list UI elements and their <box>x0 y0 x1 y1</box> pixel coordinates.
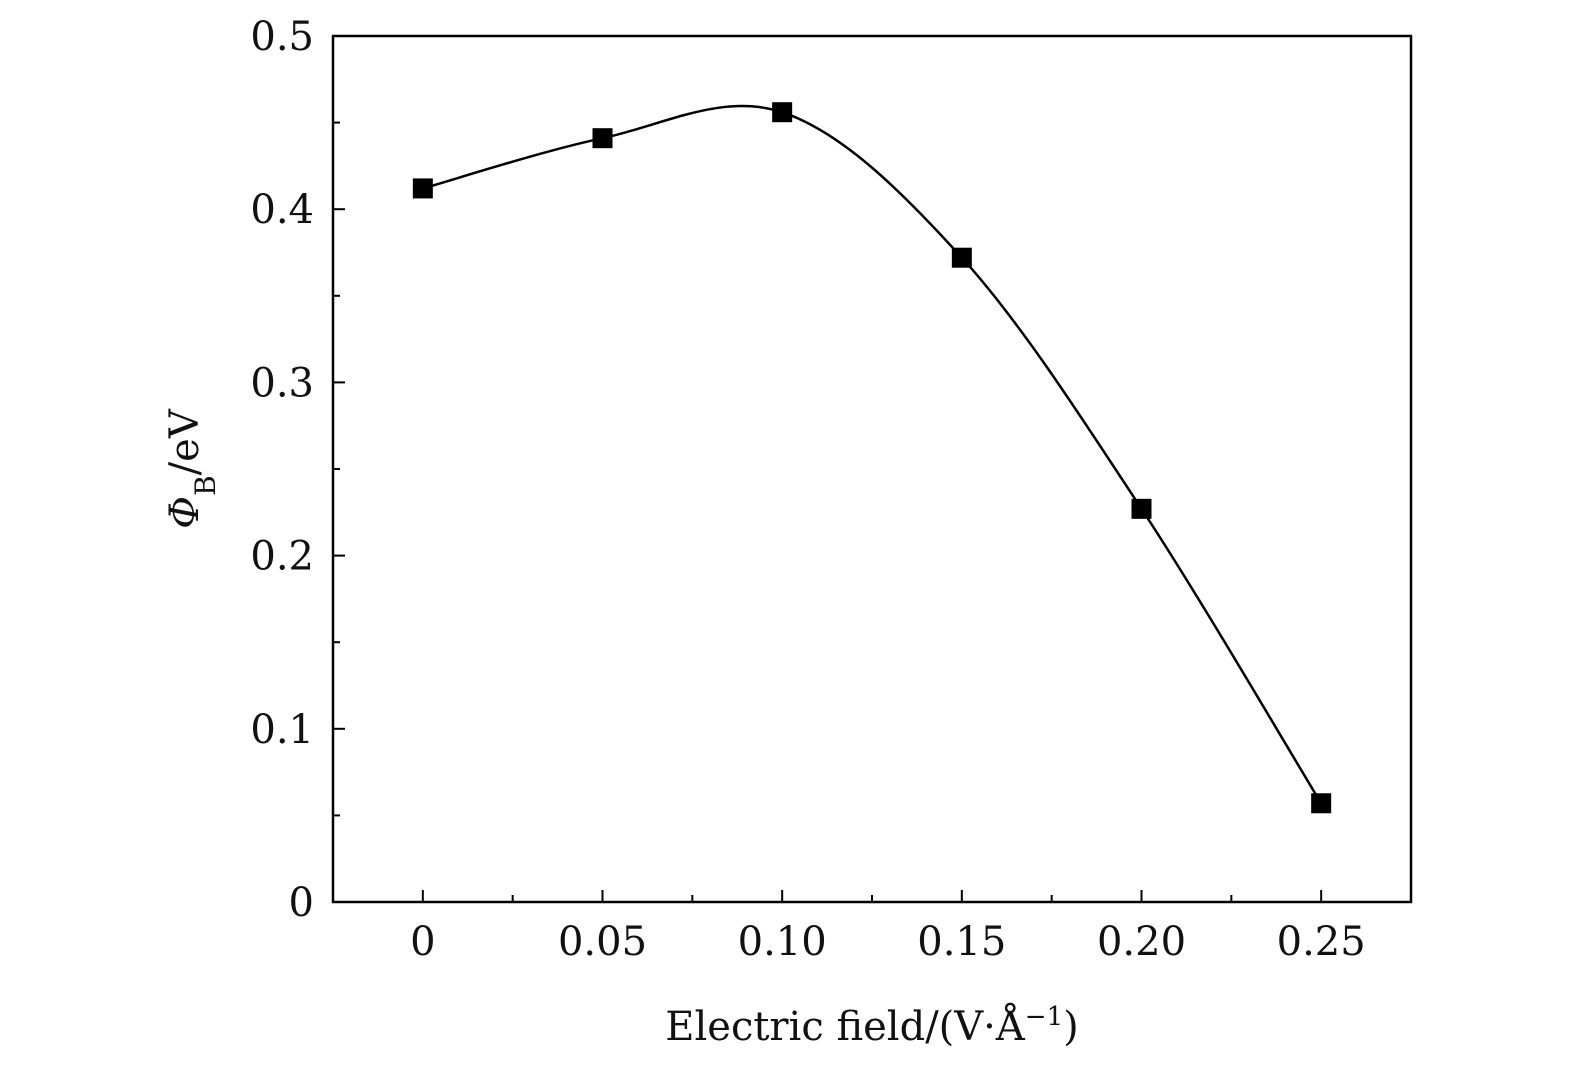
data-point <box>412 178 433 199</box>
x-tick-label: 0 <box>410 919 435 965</box>
y-tick-label: 0.3 <box>250 360 314 406</box>
x-axis-title: Electric field/(V·Å−1) <box>665 1002 1078 1050</box>
y-tick-label: 0.2 <box>250 534 314 580</box>
data-point <box>1311 793 1332 814</box>
series-line <box>422 104 1323 804</box>
data-point <box>592 128 613 149</box>
y-tick-label: 0 <box>289 880 314 926</box>
y-tick-label: 0.1 <box>250 707 314 753</box>
y-tick-label: 0.4 <box>250 187 314 233</box>
x-tick-label: 0.15 <box>917 919 1006 965</box>
data-point <box>1131 498 1152 519</box>
y-axis-title: ΦB/eV <box>162 408 222 529</box>
x-tick-label: 0.20 <box>1097 919 1186 965</box>
data-point <box>772 102 793 123</box>
x-tick-label: 0.05 <box>558 919 647 965</box>
data-point <box>951 247 972 268</box>
y-tick-label: 0.5 <box>250 14 314 60</box>
x-tick-label: 0.10 <box>738 919 827 965</box>
x-tick-label: 0.25 <box>1277 919 1366 965</box>
